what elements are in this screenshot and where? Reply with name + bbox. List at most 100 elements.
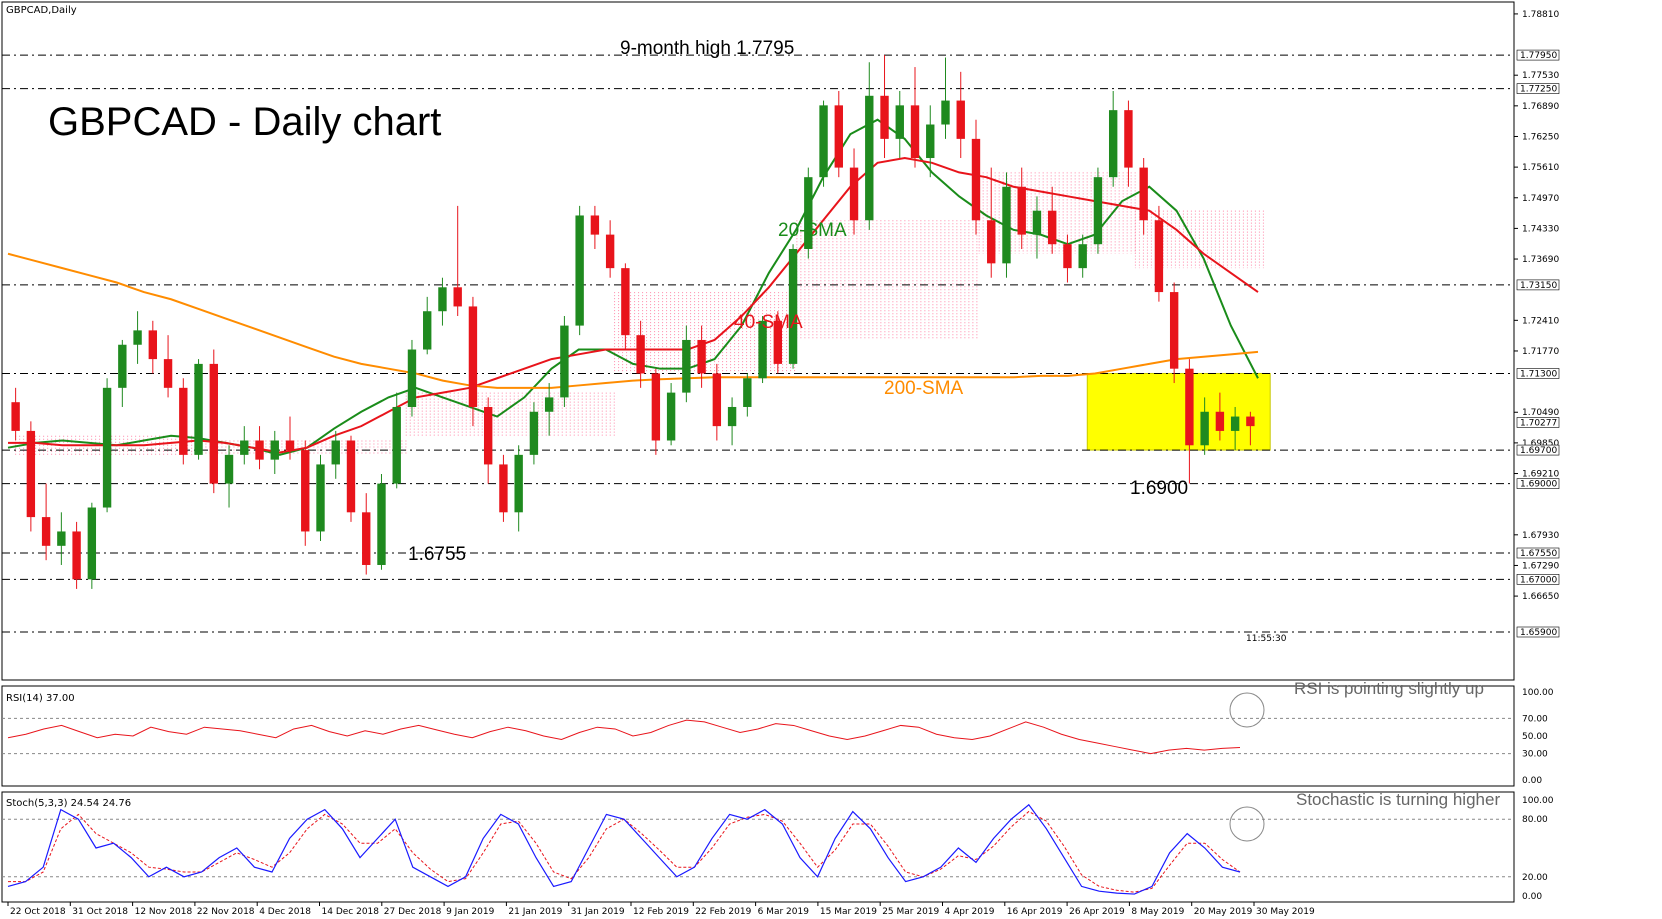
candle-body — [1063, 244, 1072, 269]
price-box-label: 1.69700 — [1520, 446, 1557, 456]
rsi-tick-label: 70.00 — [1522, 714, 1548, 724]
candle-body — [1048, 210, 1057, 245]
price-tick-label: 1.74330 — [1522, 224, 1559, 234]
candle-body — [483, 406, 493, 465]
candle-body — [575, 215, 584, 326]
stoch-highlight-circle — [1229, 806, 1265, 842]
candle-body — [26, 430, 36, 518]
candle-body — [346, 440, 356, 513]
price-box — [1516, 368, 1560, 379]
date-tick-label: 14 Dec 2018 — [322, 907, 380, 917]
candle-body — [163, 359, 173, 388]
price-box — [1516, 49, 1560, 61]
candle-body — [270, 440, 279, 460]
stoch-tick-label: 100.00 — [1522, 796, 1554, 806]
candle-body — [1200, 411, 1209, 446]
candle-body — [910, 105, 920, 159]
price-tick-label: 1.69210 — [1522, 470, 1559, 480]
sma20-label: 20-SMA — [778, 220, 847, 241]
candle-body — [941, 100, 950, 125]
price-box-label: 1.77950 — [1520, 51, 1557, 61]
date-tick-label: 8 May 2019 — [1131, 907, 1184, 917]
candle-body — [1139, 167, 1148, 221]
candle-body — [529, 411, 539, 455]
symbol-label: GBPCAD,Daily — [6, 5, 77, 16]
rsi-panel-frame — [1, 685, 1515, 787]
price-box-label: 1.70277 — [1520, 418, 1557, 428]
candle-body — [1246, 416, 1255, 427]
rsi-line — [7, 719, 1241, 755]
candle-body — [682, 339, 691, 393]
stoch-tick-label: 20.00 — [1522, 873, 1548, 883]
candle-body — [804, 177, 813, 249]
price-axis: 1.78810 1.77530 1.76890 1.76250 1.75610 1.749… — [1514, 10, 1559, 638]
chart-title: GBPCAD - Daily chart — [48, 100, 441, 144]
date-tick-label: 31 Jan 2019 — [571, 907, 625, 917]
date-tick-label: 22 Feb 2019 — [695, 907, 751, 917]
price-box-label: 1.77250 — [1520, 85, 1557, 95]
candle-body — [636, 335, 645, 374]
rsi-tick-label: 50.00 — [1522, 732, 1548, 742]
stoch-panel: 100.00 80.00 20.00 0.00 — [2, 796, 1554, 902]
price-tick-label: 1.76890 — [1522, 102, 1559, 112]
candle-body — [1078, 244, 1087, 269]
candle-body — [590, 215, 600, 235]
candle-body — [392, 406, 401, 484]
price-box — [1516, 626, 1560, 638]
candlesticks — [11, 55, 1255, 589]
candle-body — [971, 138, 981, 221]
date-tick-label: 26 Apr 2019 — [1069, 907, 1125, 917]
date-tick-label: 6 Mar 2019 — [758, 907, 810, 917]
date-tick-label: 22 Nov 2018 — [197, 907, 255, 917]
date-tick-label: 4 Apr 2019 — [945, 907, 995, 917]
candle-body — [224, 454, 234, 484]
candle-body — [148, 330, 158, 360]
candle-body — [1215, 411, 1225, 431]
rsi-tick-label: 0.00 — [1522, 776, 1542, 786]
rsi-tick-label: 30.00 — [1522, 750, 1548, 760]
date-tick-label: 16 Apr 2019 — [1007, 907, 1063, 917]
candle-body — [1185, 368, 1194, 446]
candle-body — [407, 349, 417, 407]
sma200-label: 200-SMA — [884, 378, 964, 399]
price-tick-label: 1.67290 — [1522, 561, 1559, 571]
date-axis: 22 Oct 2018 31 Oct 2018 12 Nov 2018 22 Nov … — [7, 902, 1315, 917]
main-panel-frame — [1, 1, 1515, 681]
candle-body — [987, 220, 996, 264]
candle-body — [849, 167, 859, 221]
candle-body — [621, 268, 630, 336]
price-box — [1516, 417, 1560, 428]
candle-body — [727, 406, 737, 427]
series-line-200-sma — [7, 252, 1259, 389]
candle-body — [301, 450, 310, 532]
candle-body — [209, 363, 218, 484]
horizontal-levels — [2, 54, 1514, 633]
candle-body — [255, 440, 264, 460]
candle-body — [514, 454, 523, 513]
candle-body — [743, 378, 752, 407]
candle-body — [773, 320, 783, 364]
date-tick-label: 15 Mar 2019 — [820, 907, 877, 917]
date-tick-label: 12 Feb 2019 — [633, 907, 689, 917]
price-box — [1516, 574, 1560, 585]
date-tick-label: 31 Oct 2018 — [72, 907, 128, 917]
candle-body — [666, 392, 676, 441]
price-tick-label: 1.76250 — [1522, 132, 1559, 142]
rsi-label: RSI(14) 37.00 — [6, 693, 75, 704]
stoch-tick-label: 0.00 — [1522, 892, 1542, 902]
rsi-highlight-circle — [1229, 692, 1265, 728]
candle-body — [11, 402, 20, 431]
price-tick-label: 1.70490 — [1522, 408, 1559, 418]
candle-body — [133, 330, 142, 345]
low-annotation-1: 1.6755 — [408, 544, 466, 565]
candle-body — [468, 306, 478, 407]
candle-body — [423, 311, 432, 350]
price-box — [1516, 83, 1560, 94]
candle-body — [57, 531, 66, 546]
candle-body — [102, 387, 112, 508]
candle-body — [118, 344, 127, 388]
candle-body — [362, 512, 371, 565]
candle-body — [438, 287, 447, 312]
candle-body — [179, 387, 188, 455]
